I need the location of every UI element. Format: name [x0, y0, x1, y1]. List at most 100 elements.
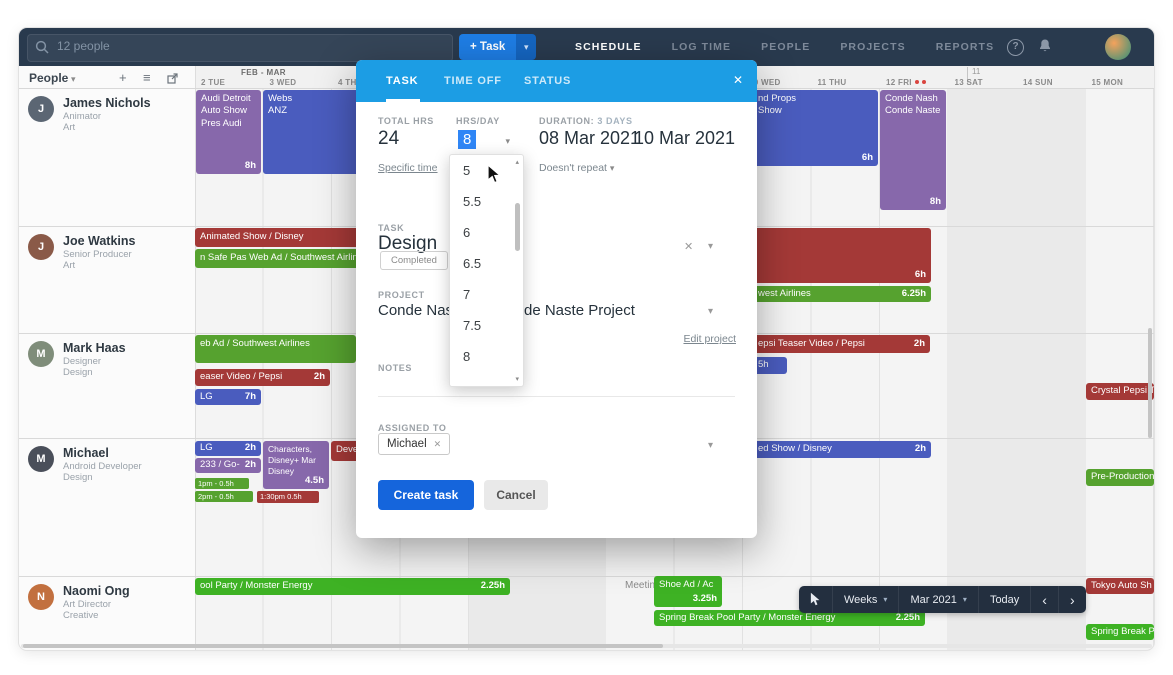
- task-joe-block[interactable]: 6h: [753, 228, 931, 283]
- repeat-select[interactable]: Doesn't repeat: [539, 162, 614, 174]
- task-props-show[interactable]: nd Props Show 6h: [753, 90, 878, 166]
- task-pool-party[interactable]: ool Party / Monster Energy 2.25h: [195, 578, 510, 595]
- task-west-airlines[interactable]: west Airlines 6.25h: [753, 286, 931, 302]
- month-select[interactable]: Mar 2021: [899, 586, 979, 613]
- task-130pm[interactable]: 1:30pm 0.5h: [257, 491, 319, 503]
- day-header: 15 MON: [1091, 77, 1124, 87]
- specific-time-link[interactable]: Specific time: [378, 162, 438, 174]
- edit-project-link[interactable]: Edit project: [683, 333, 736, 345]
- list-view-icon[interactable]: ≡: [143, 70, 151, 85]
- chevron-down-icon[interactable]: [708, 306, 713, 317]
- tab-task[interactable]: TASK: [386, 75, 419, 87]
- scroll-down-icon[interactable]: ▾: [515, 376, 519, 383]
- task-2pm[interactable]: 2pm - 0.5h: [195, 491, 253, 502]
- task-lg-2h[interactable]: LG 2h: [195, 441, 261, 456]
- start-date[interactable]: 08 Mar 2021: [539, 128, 641, 148]
- next-button[interactable]: ›: [1069, 591, 1075, 608]
- task-meetings[interactable]: Meetings: [625, 580, 666, 591]
- chevron-down-icon: [505, 136, 510, 147]
- hrs-day-input[interactable]: 8: [456, 128, 514, 155]
- dropdown-option[interactable]: 7: [463, 287, 471, 302]
- add-task-button[interactable]: + Task: [459, 34, 537, 60]
- assignee-chip[interactable]: Michael: [378, 433, 451, 455]
- task-ed-show[interactable]: ed Show / Disney 2h: [753, 441, 931, 458]
- zoom-select[interactable]: Weeks: [833, 586, 900, 613]
- tab-status[interactable]: STATUS: [524, 75, 572, 87]
- person-row-joe[interactable]: J Joe Watkins Senior Producer Art: [19, 226, 195, 333]
- person-role: Senior Producer: [63, 249, 132, 260]
- dropdown-option[interactable]: 8: [463, 349, 471, 364]
- task-characters-disney[interactable]: Characters, Disney+ Mar Disney 4.5h: [263, 441, 329, 489]
- person-row-michael[interactable]: M Michael Android Developer Design: [19, 438, 195, 576]
- scroll-up-icon[interactable]: ▴: [515, 159, 519, 166]
- help-icon[interactable]: [1007, 39, 1024, 56]
- user-avatar[interactable]: [1105, 34, 1131, 60]
- add-person-icon[interactable]: +: [119, 70, 127, 85]
- chevron-down-icon[interactable]: [708, 440, 713, 451]
- clear-task-icon[interactable]: [684, 240, 693, 253]
- day-header: 3 WED: [269, 77, 297, 87]
- tab-time-off[interactable]: TIME OFF: [444, 75, 502, 87]
- dropdown-option[interactable]: 6: [463, 225, 471, 240]
- project-value-right[interactable]: de Naste Project: [524, 302, 635, 319]
- avatar: M: [28, 446, 54, 472]
- task-teaser-video[interactable]: easer Video / Pepsi 2h: [195, 369, 330, 386]
- assigned-to-label: ASSIGNED TO: [378, 423, 447, 433]
- nav-schedule[interactable]: SCHEDULE: [575, 41, 642, 53]
- dropdown-option[interactable]: 5.5: [463, 194, 482, 209]
- task-pepsi-teaser[interactable]: epsi Teaser Video / Pepsi 2h: [753, 335, 930, 353]
- cancel-button[interactable]: Cancel: [484, 480, 548, 510]
- dropdown-option[interactable]: 6.5: [463, 256, 482, 271]
- nav-people[interactable]: PEOPLE: [761, 41, 811, 53]
- task-conde-naste[interactable]: Conde Nash Conde Naste 8h: [880, 90, 946, 210]
- pointer-mode-button[interactable]: [799, 586, 833, 613]
- active-tab-indicator: [386, 99, 420, 102]
- person-dept: Art: [63, 260, 76, 271]
- hrs-day-value[interactable]: 8: [458, 130, 477, 149]
- remove-assignee-icon[interactable]: [434, 439, 442, 450]
- task-233-go[interactable]: 233 / Go- 2h: [195, 458, 261, 473]
- create-task-button[interactable]: Create task: [378, 480, 474, 510]
- task-5h[interactable]: 5h: [753, 357, 787, 374]
- task-spring-break[interactable]: Spring Break Pool Party / Monster Energy…: [654, 610, 925, 626]
- nav-reports[interactable]: REPORTS: [935, 41, 995, 53]
- person-name: Michael: [63, 446, 109, 460]
- today-button[interactable]: Today: [979, 586, 1032, 613]
- export-icon[interactable]: [167, 73, 178, 84]
- row-divider: [19, 576, 1154, 577]
- people-filter[interactable]: People: [29, 71, 69, 85]
- completed-toggle[interactable]: Completed: [380, 251, 448, 270]
- chevron-down-icon[interactable]: [708, 241, 713, 252]
- project-value-left[interactable]: Conde Naste: [378, 302, 466, 319]
- dropdown-scrollbar[interactable]: [515, 203, 520, 251]
- horizontal-scrollbar[interactable]: [21, 644, 1152, 648]
- task-crystal-pepsi[interactable]: Crystal Pepsi T: [1086, 383, 1154, 400]
- search-input[interactable]: [27, 34, 453, 62]
- close-icon[interactable]: [733, 73, 743, 87]
- task-1pm[interactable]: 1pm - 0.5h: [195, 478, 249, 489]
- person-row-mark[interactable]: M Mark Haas Designer Design: [19, 333, 195, 438]
- dropdown-option[interactable]: 7.5: [463, 318, 482, 333]
- nav-log-time[interactable]: LOG TIME: [671, 41, 732, 53]
- scrollbar-thumb[interactable]: [23, 644, 663, 648]
- nav-projects[interactable]: PROJECTS: [840, 41, 906, 53]
- task-web-ad[interactable]: eb Ad / Southwest Airlines: [195, 335, 356, 363]
- add-task-label[interactable]: + Task: [459, 34, 517, 60]
- end-date[interactable]: 10 Mar 2021: [634, 128, 736, 148]
- task-tokyo-auto[interactable]: Tokyo Auto Sh: [1086, 578, 1154, 594]
- task-pre-production[interactable]: Pre-Production: [1086, 469, 1154, 486]
- task-shoe-ad[interactable]: Shoe Ad / Ac 3.25h: [654, 576, 722, 607]
- person-row-naomi[interactable]: N Naomi Ong Art Director Creative: [19, 576, 195, 650]
- prev-button[interactable]: ‹: [1031, 586, 1059, 613]
- dropdown-option[interactable]: 5: [463, 163, 471, 178]
- person-row-james[interactable]: J James Nichols Animator Art: [19, 88, 195, 226]
- task-audi[interactable]: Audi Detroit Auto Show Pres Audi 8h: [196, 90, 261, 174]
- modal-header: TASK TIME OFF STATUS: [356, 60, 757, 102]
- task-name-value[interactable]: Design: [378, 233, 438, 254]
- add-task-dropdown[interactable]: [516, 34, 537, 60]
- task-spring-break-2[interactable]: Spring Break P: [1086, 624, 1154, 640]
- task-lg[interactable]: LG 7h: [195, 389, 261, 405]
- total-hrs-value[interactable]: 24: [378, 128, 400, 149]
- notifications-bell-icon[interactable]: [1037, 38, 1053, 55]
- vertical-scrollbar[interactable]: [1148, 328, 1152, 438]
